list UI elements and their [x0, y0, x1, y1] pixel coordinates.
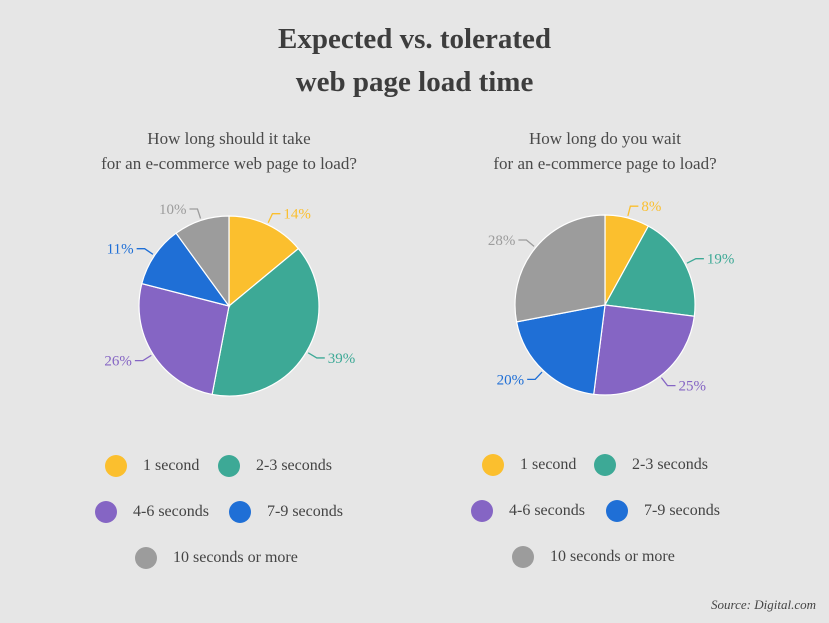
pie2-label-2: 19%	[707, 252, 735, 268]
pie1-slice-1	[228, 215, 300, 308]
pie2-label-5: 28%	[488, 233, 516, 249]
legend-label: 10 seconds or more	[550, 548, 675, 565]
legend-swatch	[229, 501, 251, 523]
pie1-label-4: 11%	[107, 242, 134, 258]
source-note: Source: Digital.com	[711, 597, 816, 612]
legend-swatch	[606, 500, 628, 522]
chart-title: Expected vs. tolerated web page load tim…	[0, 18, 829, 104]
right-chart-subtitle: How long do you wait for an e-commerce p…	[395, 126, 815, 176]
pie1-leader-4	[136, 248, 154, 255]
pie2-slice-4	[515, 304, 606, 395]
pie1-leader-1	[267, 213, 281, 224]
pie2-leader-3	[660, 377, 676, 387]
pie2-slice-3	[593, 304, 695, 396]
pie2-leader-1	[627, 205, 639, 217]
legend-swatch	[512, 546, 534, 568]
pie1-slice-2	[211, 247, 320, 397]
legend-swatch	[105, 455, 127, 477]
right-legend-2-3-seconds: 2-3 seconds	[594, 454, 708, 476]
left-legend-7-9-seconds: 7-9 seconds	[229, 501, 343, 523]
legend-label: 7-9 seconds	[644, 502, 720, 519]
left-legend-2-3-seconds: 2-3 seconds	[218, 455, 332, 477]
pie1-slice-5	[175, 215, 230, 308]
left-subtitle-line2: for an e-commerce web page to load?	[101, 154, 357, 173]
legend-label: 7-9 seconds	[267, 503, 343, 520]
left-chart-subtitle: How long should it take for an e-commerc…	[19, 126, 439, 176]
pie1-slice-3	[138, 282, 230, 396]
left-legend-10-seconds: 10 seconds or more	[135, 547, 298, 569]
legend-swatch	[471, 500, 493, 522]
pie2-leader-5	[518, 239, 535, 247]
pie2-label-4: 20%	[497, 372, 525, 388]
left-legend-1-second: 1 second	[105, 455, 199, 477]
legend-swatch	[594, 454, 616, 476]
right-subtitle-line1: How long do you wait	[528, 129, 682, 148]
legend-swatch	[95, 501, 117, 523]
left-subtitle-line1: How long should it take	[147, 129, 311, 148]
pie2-slice-2	[604, 225, 696, 317]
pie2-leader-4	[527, 371, 543, 381]
pie2-slice-5	[514, 214, 606, 323]
right-legend-10-seconds: 10 seconds or more	[512, 546, 675, 568]
legend-label: 1 second	[143, 457, 200, 474]
right-legend-4-6-seconds: 4-6 seconds	[471, 500, 585, 522]
legend-label: 2-3 seconds	[632, 456, 708, 473]
right-legend-1-second: 1 second	[482, 454, 576, 476]
chart-title-line1: Expected vs. tolerated	[277, 23, 552, 55]
pie1-label-3: 26%	[104, 354, 132, 370]
pie1-leader-5	[189, 208, 202, 219]
legend-swatch	[482, 454, 504, 476]
legend-label: 2-3 seconds	[256, 457, 332, 474]
pie2-label-1: 8%	[641, 199, 661, 215]
pie1-leader-3	[134, 354, 152, 362]
legend-swatch	[218, 455, 240, 477]
right-legend-7-9-seconds: 7-9 seconds	[606, 500, 720, 522]
legend-label: 4-6 seconds	[509, 502, 585, 519]
pie2-label-3: 25%	[679, 379, 707, 395]
legend-label: 1 second	[520, 456, 577, 473]
pie1-label-5: 10%	[159, 202, 187, 218]
right-subtitle-line2: for an e-commerce page to load?	[493, 154, 717, 173]
chart-title-line2: web page load time	[295, 66, 534, 98]
legend-label: 10 seconds or more	[173, 549, 298, 566]
pie1-label-1: 14%	[283, 207, 311, 223]
legend-label: 4-6 seconds	[133, 503, 209, 520]
legend-swatch	[135, 547, 157, 569]
pie1-leader-2	[307, 352, 325, 359]
left-legend-4-6-seconds: 4-6 seconds	[95, 501, 209, 523]
pie1-label-2: 39%	[328, 351, 356, 367]
pie2-leader-2	[686, 258, 704, 264]
